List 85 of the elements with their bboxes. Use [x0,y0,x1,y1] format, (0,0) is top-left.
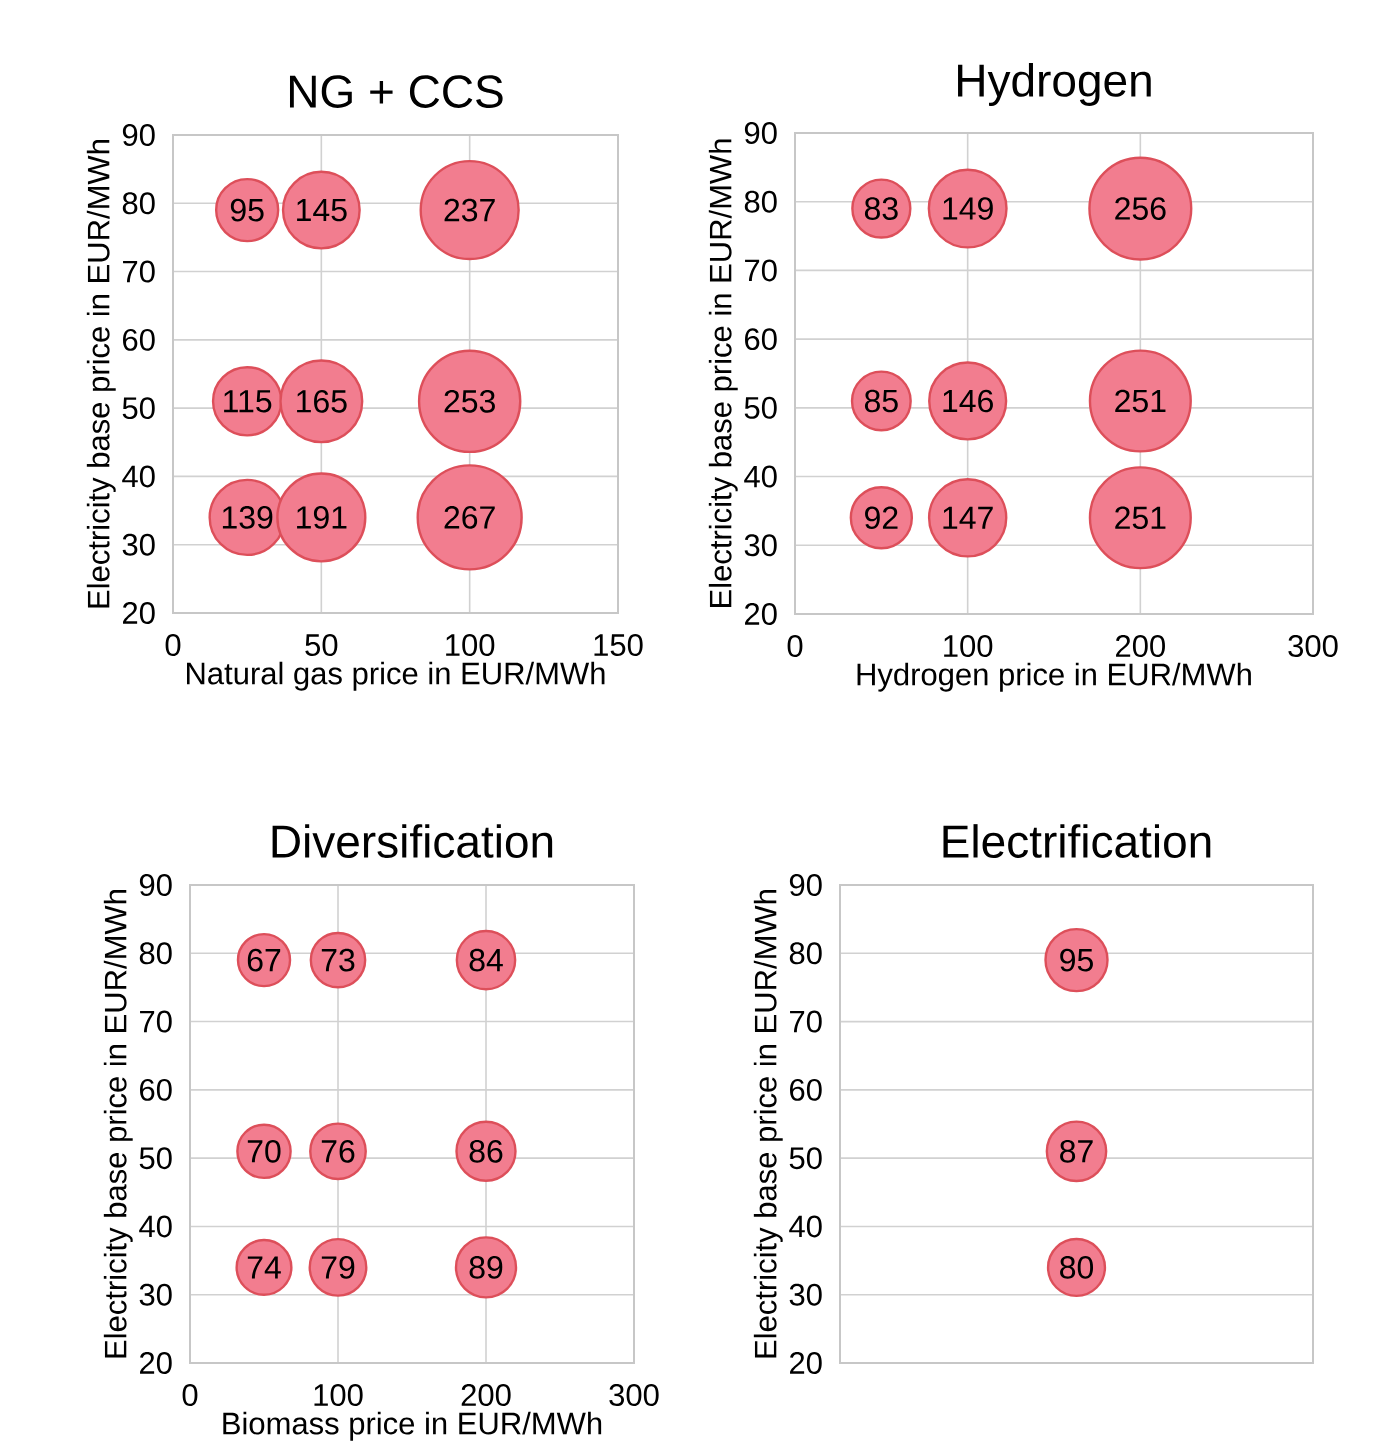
y-tick-label: 50 [744,396,777,419]
data-label: 191 [297,506,347,529]
y-tick-label: 40 [744,465,777,488]
y-tick-label: 30 [744,534,777,557]
x-tick-label: 100 [314,1384,363,1407]
y-tick-label: 30 [122,533,155,556]
y-tick-label: 90 [122,124,155,146]
chart-title: Hydrogen [958,63,1151,106]
data-label: 74 [247,1256,281,1279]
data-label: 92 [865,506,898,530]
data-label: 146 [943,389,993,413]
data-label: 253 [444,389,495,413]
data-label: 84 [469,948,503,972]
data-label: 89 [469,1256,503,1279]
data-label: 73 [321,948,355,972]
y-tick-label: 90 [139,874,172,896]
y-tick-label: 20 [123,602,155,624]
y-tick-label: 80 [789,942,822,965]
data-label: 87 [1060,1140,1093,1163]
chart-title: Diversification [272,824,553,858]
y-tick-label: 50 [139,1147,172,1170]
y-tick-label: 40 [789,1215,822,1238]
data-label: 251 [1115,389,1166,413]
y-tick-label: 70 [123,260,155,283]
data-label: 76 [321,1140,355,1163]
chart-title: Electrification [943,824,1211,858]
data-label: 267 [444,506,495,529]
x-tick-label: 50 [305,634,338,657]
x-tick-label: 100 [446,634,495,657]
x-axis-title: Natural gas price in EUR/MWh [187,661,605,691]
y-tick-label: 60 [140,1078,172,1101]
y-tick-label: 70 [140,1010,172,1033]
data-label: 85 [864,389,898,413]
x-tick-label: 0 [165,634,181,657]
y-tick-label: 90 [789,874,822,896]
data-label: 79 [321,1256,355,1279]
x-tick-label: 0 [182,1384,198,1407]
data-label: 251 [1115,506,1166,530]
data-label: 86 [469,1140,503,1163]
y-tick-label: 60 [790,1078,822,1101]
y-axis-title: Electricity base price in EUR/MWh [103,890,133,1358]
data-label: 115 [224,390,272,413]
data-label: 83 [864,197,898,220]
x-axis-title: Biomass price in EUR/MWh [223,1411,602,1441]
y-tick-label: 20 [140,1352,172,1374]
y-tick-label: 30 [139,1283,172,1306]
x-tick-label: 200 [461,1384,511,1407]
y-tick-label: 60 [745,328,777,351]
y-tick-label: 30 [789,1283,822,1306]
y-tick-label: 20 [745,603,777,625]
x-tick-label: 0 [787,635,803,658]
data-label: 165 [297,389,347,413]
y-tick-label: 40 [139,1215,172,1238]
x-tick-label: 150 [594,634,643,657]
y-axis-title: Electricity base price in EUR/MWh [86,140,116,608]
data-label: 149 [943,197,993,220]
y-tick-label: 60 [123,328,155,351]
x-tick-label: 100 [944,635,993,658]
data-label: 145 [297,198,347,222]
y-axis-title: Electricity base price in EUR/MWh [708,139,738,607]
data-label: 256 [1115,197,1166,220]
y-tick-label: 40 [122,465,155,488]
y-tick-label: 70 [790,1010,822,1033]
data-label: 147 [943,506,993,529]
data-label: 80 [1060,1256,1094,1279]
x-tick-label: 300 [1288,635,1338,658]
y-tick-label: 80 [122,192,155,215]
y-tick-label: 80 [139,942,172,965]
y-tick-label: 70 [745,259,777,282]
chart-title: NG + CCS [289,75,503,108]
x-tick-label: 300 [609,1384,659,1407]
y-tick-label: 50 [122,397,155,420]
data-label: 95 [1060,948,1093,972]
data-label: 67 [247,948,281,972]
y-tick-label: 80 [744,190,777,213]
data-label: 95 [230,198,264,222]
x-tick-label: 200 [1116,635,1165,658]
y-axis-title: Electricity base price in EUR/MWh [753,890,783,1358]
y-tick-label: 50 [789,1147,822,1170]
data-label: 139 [222,506,273,529]
data-label: 70 [247,1140,281,1163]
y-tick-label: 20 [790,1352,822,1374]
x-axis-title: Hydrogen price in EUR/MWh [857,662,1251,692]
y-tick-label: 90 [744,122,777,144]
data-label: 237 [444,198,495,222]
